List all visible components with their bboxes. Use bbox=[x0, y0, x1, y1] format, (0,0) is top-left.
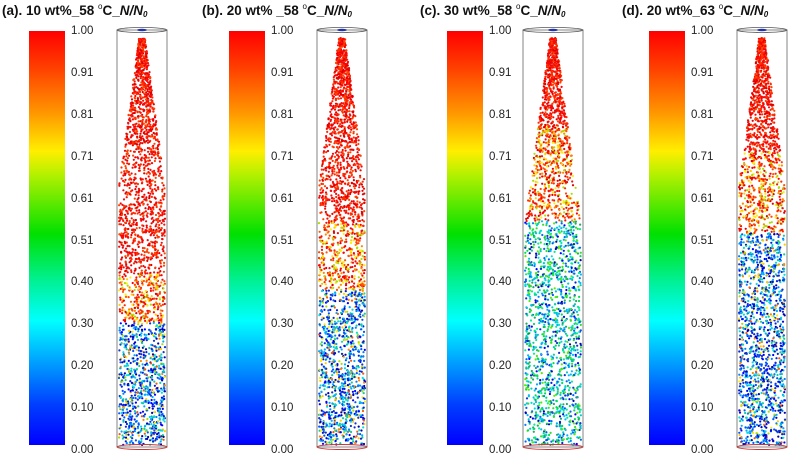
colorbar-tick-label: 0.30 bbox=[71, 318, 94, 331]
colorbar-tick-label: 0.30 bbox=[271, 318, 294, 331]
colorbar bbox=[447, 31, 483, 445]
colorbar-tick-label: 1.00 bbox=[271, 25, 294, 37]
colorbar-tick-label: 0.00 bbox=[71, 444, 94, 456]
colorbar-tick-label: 1.00 bbox=[71, 25, 94, 37]
panel-title: (c). 30 wt%_58 oC_N/N0 bbox=[420, 2, 566, 19]
colorbar-tick-label: 0.91 bbox=[271, 66, 294, 79]
colorbar-tick-label: 1.00 bbox=[489, 25, 512, 37]
colorbar-tick-label: 0.61 bbox=[691, 192, 714, 205]
colorbar-tick-label: 1.00 bbox=[691, 25, 714, 37]
particle-column bbox=[116, 27, 168, 450]
colorbar-tick-label: 0.10 bbox=[691, 402, 714, 415]
colorbar-tick-label: 0.30 bbox=[489, 318, 512, 331]
colorbar-tick-label: 0.00 bbox=[271, 444, 294, 456]
colorbar-tick-label: 0.20 bbox=[71, 360, 94, 373]
particle-column bbox=[736, 27, 788, 450]
colorbar-tick-label: 0.51 bbox=[71, 234, 94, 247]
colorbar bbox=[229, 31, 265, 445]
colorbar-tick-label: 0.10 bbox=[489, 402, 512, 415]
panel-a: (a). 10 wt%_58 oC_N/N0 1.00 0.91 0.81 0.71 0… bbox=[0, 0, 199, 456]
particle-column bbox=[316, 27, 368, 450]
colorbar-tick-label: 0.81 bbox=[271, 108, 294, 121]
colorbar-tick-label: 0.51 bbox=[691, 234, 714, 247]
colorbar-tick-label: 0.00 bbox=[489, 444, 512, 456]
colorbar-tick-label: 0.20 bbox=[691, 360, 714, 373]
colorbar-tick-label: 0.20 bbox=[489, 360, 512, 373]
panel-b: (b). 20 wt% _58 oC_N/N0 1.00 0.91 0.81 0.71… bbox=[200, 0, 399, 456]
colorbar bbox=[649, 31, 685, 445]
colorbar-tick-label: 0.20 bbox=[271, 360, 294, 373]
colorbar-tick-label: 0.81 bbox=[489, 108, 512, 121]
colorbar-tick-label: 0.61 bbox=[71, 192, 94, 205]
colorbar-tick-label: 0.91 bbox=[489, 66, 512, 79]
colorbar-tick-label: 0.10 bbox=[71, 402, 94, 415]
colorbar-tick-label: 0.91 bbox=[71, 66, 94, 79]
colorbar-tick-label: 0.00 bbox=[691, 444, 714, 456]
colorbar-tick-label: 0.81 bbox=[71, 108, 94, 121]
colorbar-tick-label: 0.71 bbox=[691, 150, 714, 163]
colorbar-tick-label: 0.40 bbox=[271, 276, 294, 289]
colorbar-tick-label: 0.61 bbox=[271, 192, 294, 205]
colorbar-tick-label: 0.71 bbox=[71, 150, 94, 163]
colorbar-tick-label: 0.40 bbox=[71, 276, 94, 289]
colorbar-tick-label: 0.10 bbox=[271, 402, 294, 415]
colorbar-tick-label: 0.40 bbox=[691, 276, 714, 289]
panel-title: (b). 20 wt% _58 oC_N/N0 bbox=[202, 2, 352, 19]
colorbar-tick-label: 0.61 bbox=[489, 192, 512, 205]
colorbar-tick-label: 0.81 bbox=[691, 108, 714, 121]
colorbar-tick-label: 0.30 bbox=[691, 318, 714, 331]
colorbar-tick-label: 0.91 bbox=[691, 66, 714, 79]
panel-c: (c). 30 wt%_58 oC_N/N0 1.00 0.91 0.81 0.71 0… bbox=[418, 0, 617, 456]
colorbar-tick-label: 0.40 bbox=[489, 276, 512, 289]
colorbar-tick-label: 0.51 bbox=[489, 234, 512, 247]
colorbar-tick-label: 0.71 bbox=[271, 150, 294, 163]
panel-d: (d). 20 wt%_63 oC_N/N0 1.00 0.91 0.81 0.71 0… bbox=[620, 0, 798, 456]
colorbar bbox=[29, 31, 65, 445]
colorbar-tick-label: 0.71 bbox=[489, 150, 512, 163]
panel-title: (a). 10 wt%_58 oC_N/N0 bbox=[2, 2, 148, 19]
colorbar-tick-label: 0.51 bbox=[271, 234, 294, 247]
panel-title: (d). 20 wt%_63 oC_N/N0 bbox=[622, 2, 769, 19]
particle-column bbox=[522, 27, 584, 450]
